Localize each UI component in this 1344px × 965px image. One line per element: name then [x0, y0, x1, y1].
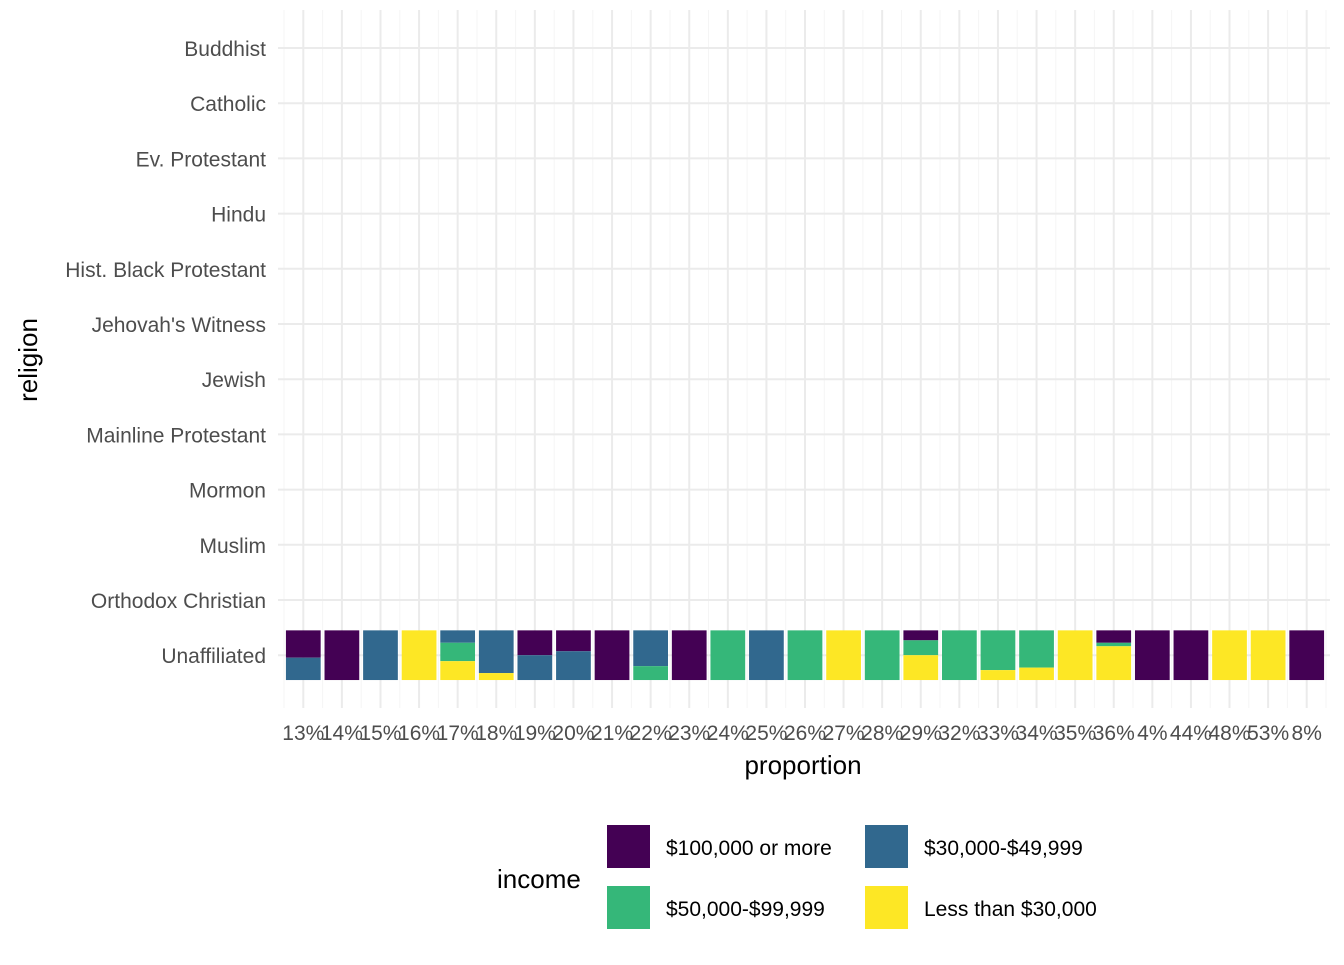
x-tick-label: 19% — [514, 722, 556, 745]
bar-segment-less-than-30-000 — [980, 670, 1016, 681]
grid — [278, 10, 1330, 708]
bar-segment-less-than-30-000 — [903, 655, 939, 681]
y-tick-label: Orthodox Christian — [91, 590, 266, 613]
bar-segment-100-000-or-more — [517, 630, 553, 656]
legend-swatch-30-000-49-999 — [865, 825, 908, 868]
x-tick-label: 21% — [591, 722, 633, 745]
y-tick-label: Catholic — [190, 93, 266, 116]
y-axis-title: religion — [13, 318, 43, 402]
bar-segment-50-000-99-999 — [864, 630, 900, 681]
legend-label: $100,000 or more — [666, 837, 832, 860]
bar-segment-less-than-30-000 — [1250, 630, 1286, 681]
bar-segment-30-000-49-999 — [517, 655, 553, 681]
x-tick-label: 27% — [823, 722, 865, 745]
bar-segment-100-000-or-more — [1289, 630, 1325, 681]
bar-segment-100-000-or-more — [1096, 630, 1132, 643]
bar-segment-30-000-49-999 — [440, 630, 476, 643]
bar-segment-less-than-30-000 — [440, 661, 476, 681]
y-tick-label: Hist. Black Protestant — [65, 259, 266, 282]
bar-segment-100-000-or-more — [1173, 630, 1209, 681]
x-tick-label: 22% — [630, 722, 672, 745]
x-tick-label: 15% — [359, 722, 401, 745]
bar-segment-50-000-99-999 — [1096, 642, 1132, 647]
bar-segment-100-000-or-more — [324, 630, 360, 681]
y-tick-label: Hindu — [211, 204, 266, 227]
x-tick-label: 16% — [398, 722, 440, 745]
bar-segment-50-000-99-999 — [633, 666, 668, 681]
x-axis-title: proportion — [744, 750, 861, 780]
bar-segment-less-than-30-000 — [1212, 630, 1247, 681]
legend-swatch-50-000-99-999 — [607, 886, 650, 929]
legend-label: Less than $30,000 — [924, 898, 1097, 921]
bar-segment-50-000-99-999 — [710, 630, 746, 681]
legend-label: $50,000-$99,999 — [666, 898, 825, 921]
y-tick-label: Buddhist — [184, 38, 266, 61]
bar-segment-50-000-99-999 — [942, 630, 977, 681]
legend-label: $30,000-$49,999 — [924, 837, 1083, 860]
bar-segment-30-000-49-999 — [285, 657, 321, 681]
x-tick-label: 14% — [321, 722, 363, 745]
x-axis-ticks: 13%14%15%16%17%18%19%20%21%22%23%24%25%2… — [282, 722, 1322, 745]
y-tick-label: Ev. Protestant — [136, 148, 267, 171]
bars — [285, 630, 1325, 681]
bar-segment-50-000-99-999 — [1019, 630, 1054, 668]
x-tick-label: 29% — [900, 722, 942, 745]
x-tick-label: 17% — [437, 722, 479, 745]
bar-segment-100-000-or-more — [556, 630, 591, 652]
bar-segment-50-000-99-999 — [903, 640, 939, 656]
bar-segment-less-than-30-000 — [1057, 630, 1093, 681]
y-tick-label: Mainline Protestant — [86, 424, 266, 447]
x-tick-label: 28% — [861, 722, 903, 745]
x-tick-label: 35% — [1054, 722, 1096, 745]
y-tick-label: Jehovah's Witness — [92, 314, 266, 337]
bar-segment-30-000-49-999 — [363, 630, 398, 681]
y-tick-label: Unaffiliated — [161, 645, 266, 668]
legend: $100,000 or more $30,000-$49,999 $50,000-$… — [607, 825, 1097, 929]
bar-segment-100-000-or-more — [1134, 630, 1170, 681]
bar-segment-100-000-or-more — [285, 630, 321, 658]
x-tick-label: 26% — [784, 722, 826, 745]
x-tick-label: 23% — [668, 722, 710, 745]
x-tick-label: 13% — [282, 722, 324, 745]
x-tick-label: 32% — [938, 722, 980, 745]
x-tick-label: 18% — [475, 722, 517, 745]
bar-segment-50-000-99-999 — [440, 642, 476, 662]
x-tick-label: 33% — [977, 722, 1019, 745]
bar-segment-30-000-49-999 — [633, 630, 668, 667]
y-axis-ticks: Buddhist Catholic Ev. Protestant Hindu Hist.… — [65, 38, 266, 668]
bar-segment-30-000-49-999 — [478, 630, 514, 674]
bar-segment-30-000-49-999 — [749, 630, 784, 681]
bar-segment-50-000-99-999 — [787, 630, 823, 681]
bar-segment-less-than-30-000 — [401, 630, 437, 681]
bar-segment-100-000-or-more — [671, 630, 707, 681]
y-tick-label: Mormon — [189, 480, 266, 503]
bar-segment-50-000-99-999 — [980, 630, 1016, 671]
x-tick-label: 25% — [745, 722, 787, 745]
bar-segment-less-than-30-000 — [478, 673, 514, 681]
bar-segment-less-than-30-000 — [826, 630, 861, 681]
y-tick-label: Jewish — [202, 369, 266, 392]
x-tick-label: 20% — [552, 722, 594, 745]
x-tick-label: 8% — [1292, 722, 1322, 745]
x-tick-label: 48% — [1209, 722, 1251, 745]
bar-segment-100-000-or-more — [903, 630, 939, 641]
legend-swatch-100-000-or-more — [607, 825, 650, 868]
bar-segment-100-000-or-more — [594, 630, 630, 681]
y-tick-label: Muslim — [200, 535, 267, 558]
x-tick-label: 4% — [1137, 722, 1167, 745]
x-tick-label: 24% — [707, 722, 749, 745]
legend-swatch-less-than-30-000 — [865, 886, 908, 929]
x-tick-label: 44% — [1170, 722, 1212, 745]
x-tick-label: 36% — [1093, 722, 1135, 745]
bar-segment-less-than-30-000 — [1019, 667, 1054, 681]
x-tick-label: 34% — [1016, 722, 1058, 745]
bar-segment-30-000-49-999 — [556, 651, 591, 681]
legend-title: income — [497, 864, 581, 894]
bar-segment-less-than-30-000 — [1096, 646, 1132, 681]
x-tick-label: 53% — [1247, 722, 1289, 745]
